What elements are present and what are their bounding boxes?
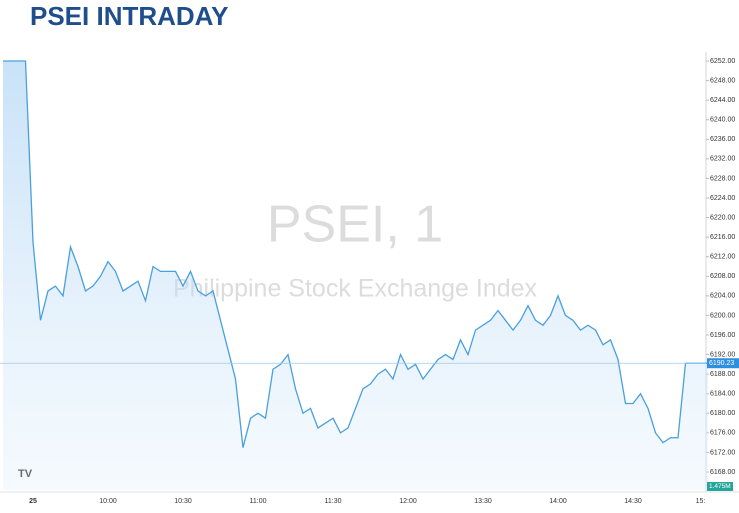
y-tick-label: 6220.00 xyxy=(710,214,735,221)
x-tick-label: 10:00 xyxy=(99,498,117,505)
x-tick-label: 13:30 xyxy=(474,498,492,505)
x-tick-label: 14:30 xyxy=(624,498,642,505)
y-tick-label: 6252.00 xyxy=(710,58,735,65)
y-tick-label: 6176.00 xyxy=(710,430,735,437)
y-tick-label: 6172.00 xyxy=(710,449,735,456)
x-tick-label: 11:30 xyxy=(325,498,342,505)
y-tick-label: 6168.00 xyxy=(710,469,735,476)
y-tick-label: 6228.00 xyxy=(710,175,735,182)
y-tick-label: 6200.00 xyxy=(710,312,735,319)
y-tick-label: 6212.00 xyxy=(710,254,735,261)
y-tick-label: 6224.00 xyxy=(710,195,735,202)
y-tick-label: 6204.00 xyxy=(710,293,735,300)
x-tick-label: 10:30 xyxy=(174,498,192,505)
y-tick-label: 6216.00 xyxy=(710,234,735,241)
y-tick-label: 6192.00 xyxy=(710,351,735,358)
y-tick-label: 6244.00 xyxy=(710,97,735,104)
y-tick-label: 6208.00 xyxy=(710,273,735,280)
y-tick-label: 6236.00 xyxy=(710,136,735,143)
y-tick-label: 6180.00 xyxy=(710,410,735,417)
last-price-box xyxy=(707,358,739,369)
y-tick-label: 6196.00 xyxy=(710,332,735,339)
x-tick-label: 15: xyxy=(696,498,706,505)
watermark-subtitle: Philippine Stock Exchange Index xyxy=(173,275,538,303)
last-price-label: 6190.23 xyxy=(709,360,734,367)
y-tick-label: 6240.00 xyxy=(710,117,735,124)
y-tick-label: 6232.00 xyxy=(710,156,735,163)
x-tick-label: 14:00 xyxy=(549,498,567,505)
x-tick-label: 25 xyxy=(29,498,37,505)
volume-box xyxy=(707,482,733,491)
line xyxy=(3,60,708,448)
watermark-title: PSEI, 1 xyxy=(267,196,443,254)
area xyxy=(3,61,708,490)
y-tick-label: 6184.00 xyxy=(710,391,735,398)
volume-label: 1.475M xyxy=(709,483,731,490)
chart-title: PSEI INTRADAY xyxy=(30,1,228,31)
y-tick-label: 6188.00 xyxy=(710,371,735,378)
x-tick-label: 12:00 xyxy=(399,498,417,505)
x-tick-label: 11:00 xyxy=(250,498,267,505)
y-tick-label: 6248.00 xyxy=(710,77,735,84)
